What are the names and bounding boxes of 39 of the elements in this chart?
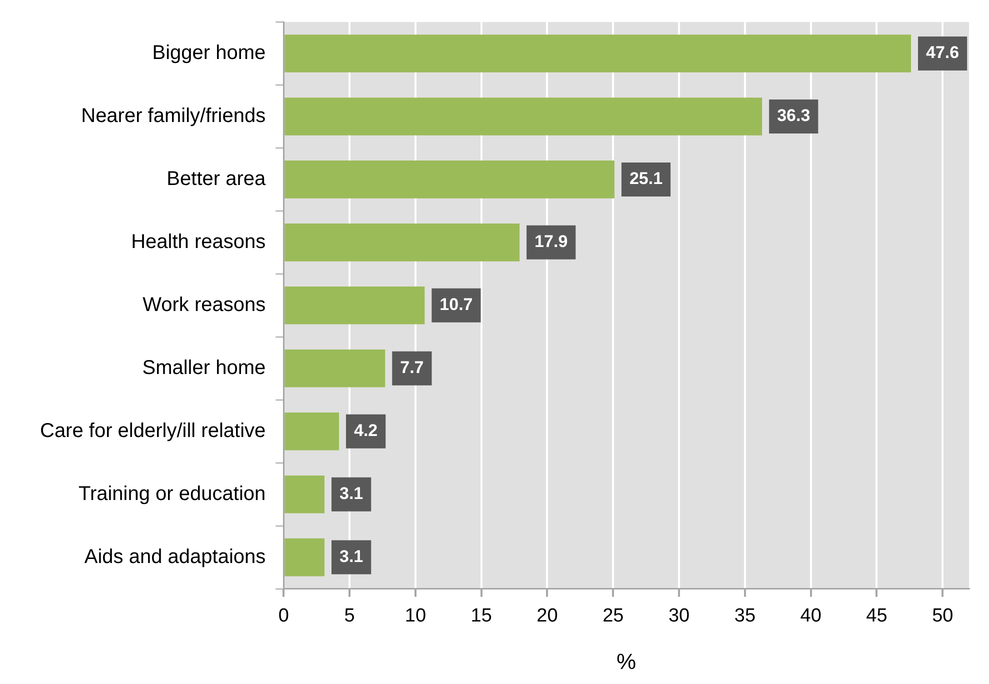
x-tick-label: 15 xyxy=(470,605,492,626)
bar xyxy=(284,475,324,514)
y-tick-label: Better area xyxy=(166,168,267,190)
y-tick-label: Aids and adaptaions xyxy=(84,546,266,568)
bar xyxy=(284,538,324,576)
data-label: 7.7 xyxy=(400,358,424,378)
data-label: 4.2 xyxy=(354,421,378,440)
data-label: 47.6 xyxy=(926,43,960,62)
x-axis-title: % xyxy=(616,648,636,674)
y-tick-label: Bigger home xyxy=(152,42,266,64)
y-tick-label: Smaller home xyxy=(142,356,266,379)
y-tick-label: Nearer family/friends xyxy=(81,104,266,127)
y-tick-label: Training or education xyxy=(78,482,266,505)
x-tick-label: 40 xyxy=(800,605,822,626)
data-label: 10.7 xyxy=(440,295,473,314)
data-label: 25.1 xyxy=(629,169,663,188)
x-tick-label: 20 xyxy=(536,605,558,626)
y-tick-label: Work reasons xyxy=(142,294,266,316)
x-tick-label: 45 xyxy=(866,605,888,626)
data-label: 3.1 xyxy=(339,547,364,566)
x-tick-label: 30 xyxy=(668,605,690,626)
x-tick-label: 5 xyxy=(344,605,355,626)
x-tick-label: 25 xyxy=(602,605,624,626)
bar xyxy=(284,224,520,262)
data-label: 3.1 xyxy=(339,484,364,504)
y-tick-label: Health reasons xyxy=(131,230,266,253)
bar xyxy=(284,412,339,450)
bar xyxy=(284,34,912,72)
bar xyxy=(284,160,614,198)
x-tick-label: 35 xyxy=(734,605,756,626)
x-tick-label: 0 xyxy=(278,605,289,626)
x-tick-label: 10 xyxy=(404,605,426,626)
bar xyxy=(284,349,386,388)
data-label: 36.3 xyxy=(777,106,810,126)
bar xyxy=(284,286,425,324)
y-tick-label: Care for elderly/ill relative xyxy=(40,420,266,442)
data-label: 17.9 xyxy=(534,232,568,252)
x-tick-label: 50 xyxy=(932,605,954,626)
bar xyxy=(284,98,762,136)
